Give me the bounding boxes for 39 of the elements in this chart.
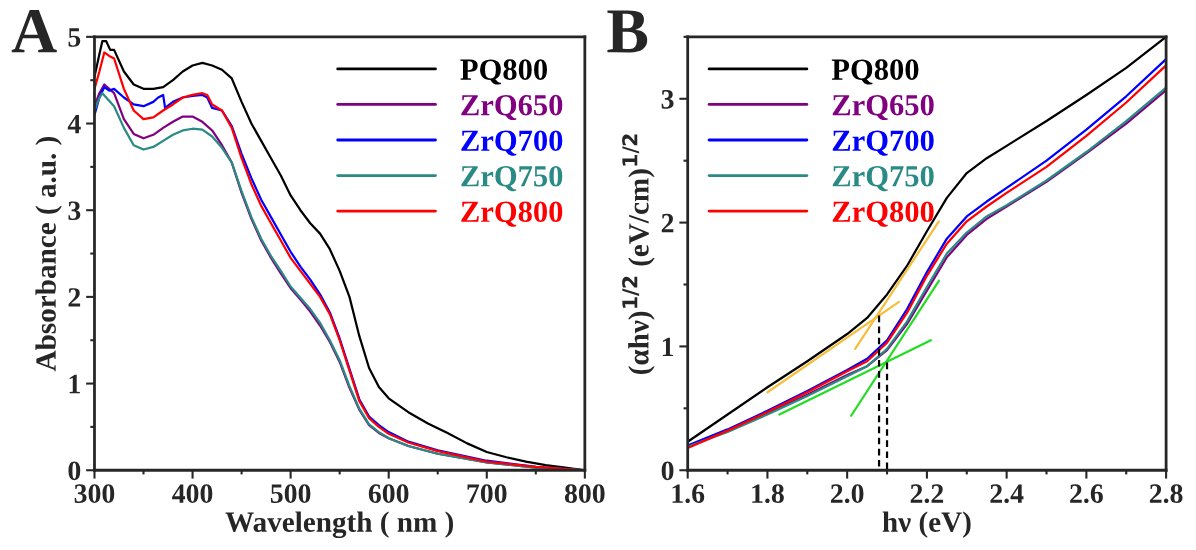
y-tick-label: 5 (68, 28, 81, 47)
x-tick-label: 2.8 (1149, 484, 1183, 504)
x-tick-label: 500 (270, 484, 311, 503)
y-tick-label: 4 (67, 114, 81, 134)
y-axis-title: Absorbance ( a.u. ) (35, 136, 62, 372)
x-tick-label: 300 (74, 484, 115, 503)
x-tick-label: 1.8 (752, 484, 784, 504)
x-tick-label: 2.4 (990, 484, 1024, 504)
y-tick-label: 0 (661, 461, 674, 481)
legend-label: PQ800 (460, 59, 548, 85)
legend-label: ZrQ800 (832, 201, 934, 227)
y-tick-label: 2 (68, 288, 81, 307)
x-tick-label: 600 (368, 484, 409, 503)
y-tick-label: 1 (69, 374, 80, 394)
x-tick-label: 2.2 (910, 484, 944, 504)
x-tick-label: 400 (172, 484, 213, 503)
y-tick-label: 1 (662, 337, 674, 357)
x-tick-label: 2.0 (830, 484, 864, 504)
x-tick-label: 800 (564, 484, 605, 503)
legend-label: ZrQ650 (461, 94, 563, 121)
x-axis-title: hν (eV) (882, 511, 971, 538)
legend-label: ZrQ650 (832, 94, 934, 121)
y-tick-label: 0 (68, 461, 81, 481)
y-tick-label: 3 (661, 90, 674, 109)
y-tick-label: 3 (68, 201, 81, 221)
legend-label: ZrQ750 (461, 165, 563, 192)
chart-title: B (607, 10, 648, 53)
legend-label: PQ800 (831, 59, 919, 85)
y-axis-title: (αhν)$^{1/2}$ (eV/cm)$^{1/2}$ (622, 134, 655, 375)
legend-label: ZrQ700 (832, 130, 934, 156)
legend-label: ZrQ800 (461, 201, 563, 227)
legend-label: ZrQ750 (832, 165, 934, 192)
legend-label: ZrQ700 (461, 130, 563, 156)
y-tick-label: 2 (661, 213, 674, 233)
x-tick-label: 700 (467, 484, 507, 503)
chart-title: A (11, 10, 57, 53)
x-tick-label: 1.6 (672, 484, 705, 504)
x-axis-title: Wavelength ( nm ) (225, 511, 454, 539)
x-tick-label: 2.6 (1070, 484, 1103, 504)
